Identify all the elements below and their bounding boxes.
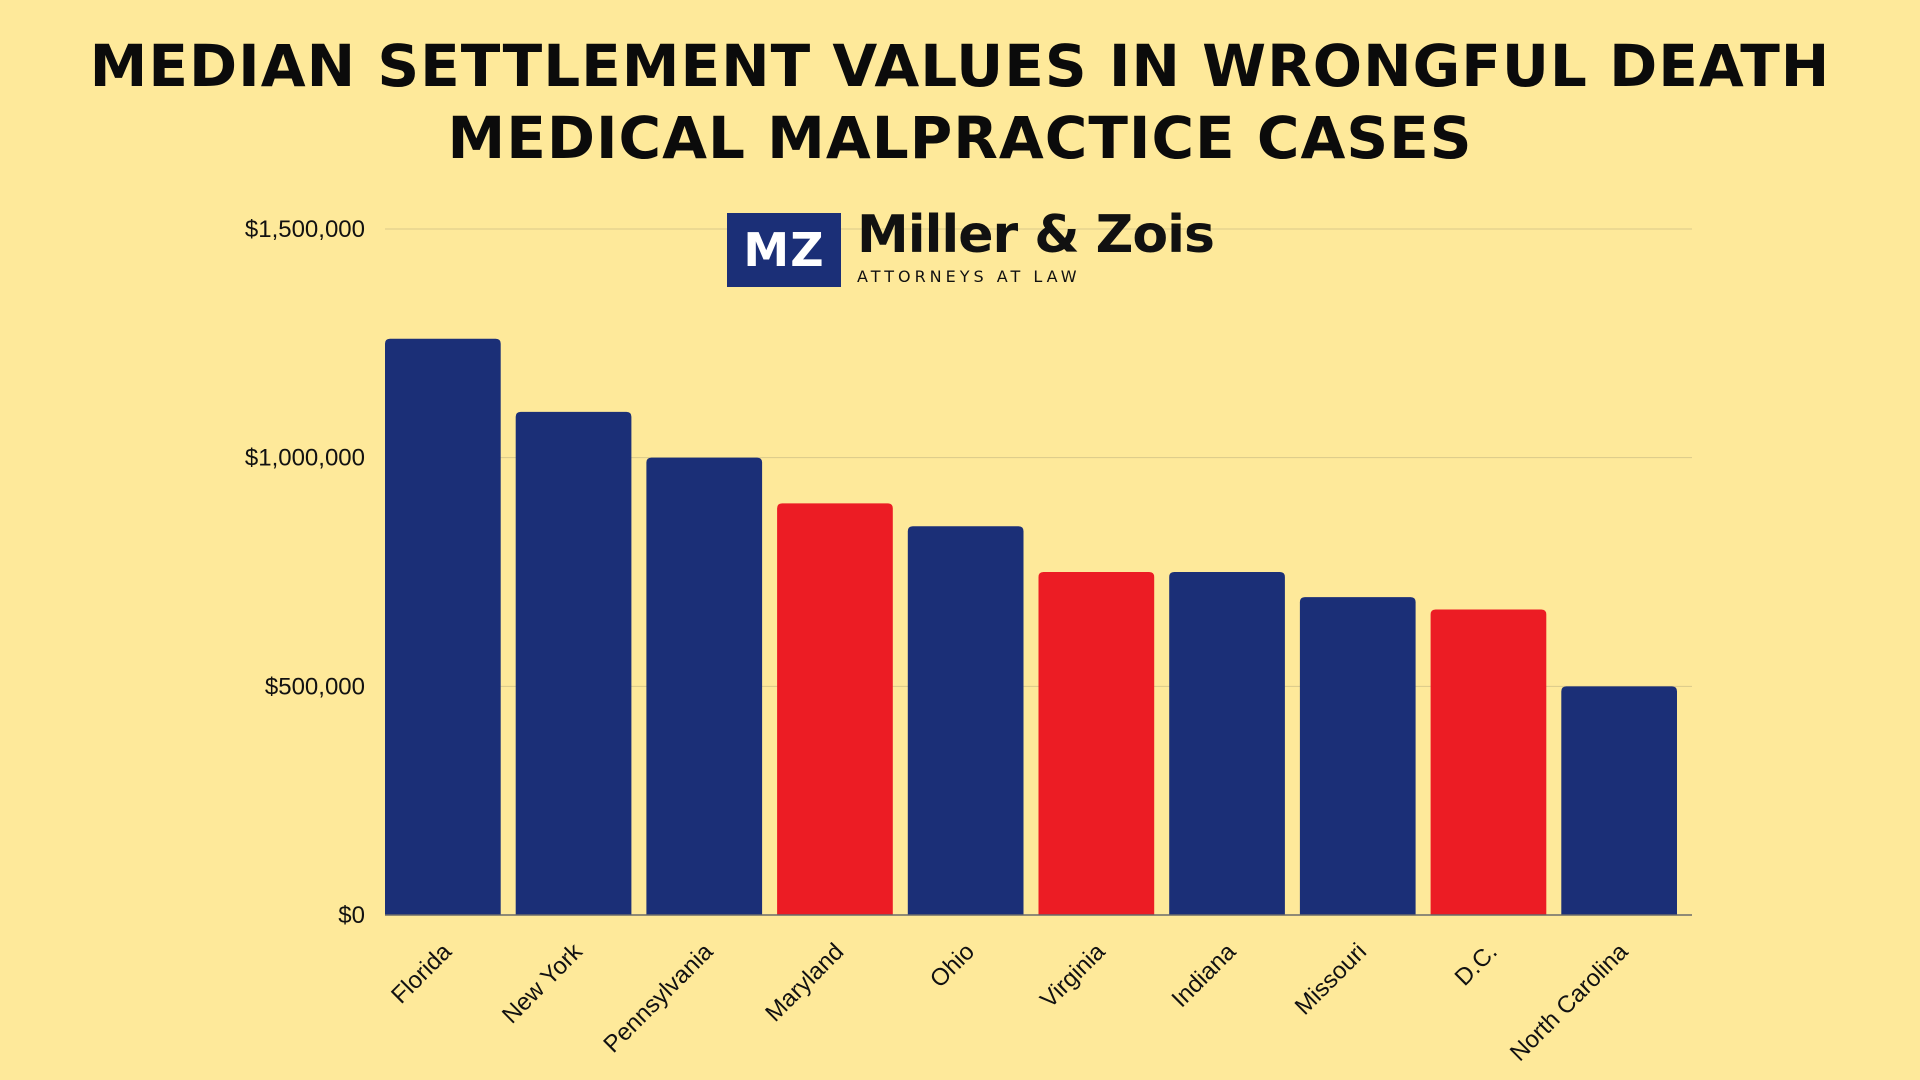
x-tick-label: Indiana [1167, 938, 1242, 1013]
y-tick-label: $1,500,000 [245, 216, 365, 243]
chart-title-line-1: MEDIAN SETTLEMENT VALUES IN WRONGFUL DEA… [89, 32, 1831, 100]
logo-tagline: ATTORNEYS AT LAW [857, 267, 1081, 286]
bar [777, 503, 893, 915]
bar [1561, 686, 1677, 915]
x-tick-label: Ohio [925, 938, 980, 993]
y-tick-label: $0 [338, 902, 365, 929]
x-tick-label: Virginia [1035, 938, 1111, 1014]
logo-text: Miller & Zois ATTORNEYS AT LAW [857, 209, 1215, 286]
logo-mark: MZ [727, 213, 841, 287]
x-tick-label: Pennsylvania [598, 938, 718, 1058]
x-tick-label: Florida [386, 938, 457, 1009]
miller-zois-logo: MZ Miller & Zois ATTORNEYS AT LAW [727, 209, 1215, 287]
bar [385, 338, 501, 915]
bar [1430, 609, 1547, 915]
bar [515, 411, 632, 915]
x-tick-label: Missouri [1290, 938, 1372, 1020]
bar [1038, 572, 1155, 915]
logo-name: Miller & Zois [857, 205, 1215, 265]
chart-title: MEDIAN SETTLEMENT VALUES IN WRONGFUL DEA… [0, 30, 1920, 174]
bar [907, 526, 1024, 915]
x-tick-label: Maryland [760, 938, 849, 1027]
y-tick-label: $1,000,000 [245, 445, 365, 472]
y-tick-label: $500,000 [265, 673, 365, 700]
chart-title-line-2: MEDICAL MALPRACTICE CASES [447, 104, 1473, 172]
bar [646, 457, 763, 915]
bar [1299, 597, 1416, 915]
bar [1169, 572, 1285, 915]
x-tick-label: D.C. [1450, 938, 1503, 991]
x-tick-label: North Carolina [1505, 938, 1634, 1067]
x-tick-label: New York [497, 937, 588, 1028]
